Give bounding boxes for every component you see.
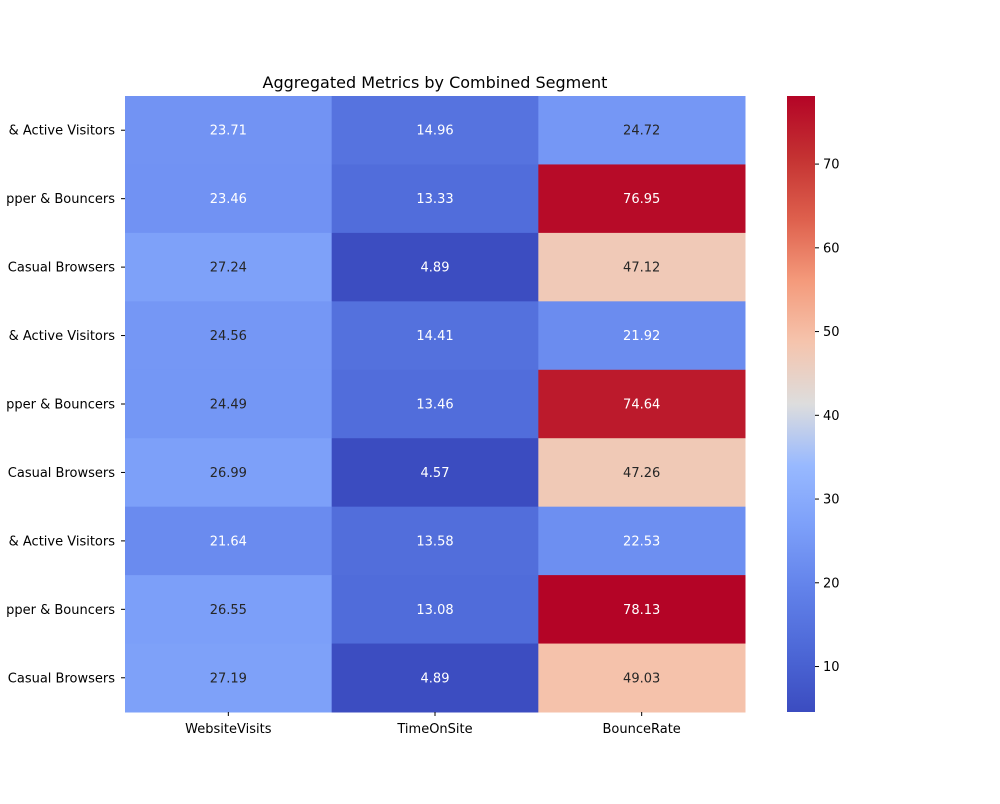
cell-value-label: 26.55 (210, 603, 247, 618)
colorbar-tick-label: 40 (823, 409, 840, 424)
colorbar-tick-label: 20 (823, 576, 840, 591)
cell-value-label: 13.08 (416, 603, 453, 618)
heatmap-cell (331, 643, 539, 713)
row-label: Casual Browsers (8, 466, 115, 481)
cell-value-label: 26.99 (210, 466, 247, 481)
heatmap-cell (125, 643, 333, 713)
heatmap-cell (125, 301, 333, 371)
chart-title: Aggregated Metrics by Combined Segment (263, 73, 608, 92)
heatmap-cell (331, 438, 539, 508)
heatmap-cell (125, 232, 333, 302)
row-label: pper & Bouncers (6, 398, 115, 413)
cell-value-label: 23.71 (210, 124, 247, 139)
cell-value-label: 4.57 (421, 466, 450, 481)
heatmap-cell (125, 96, 333, 165)
cell-value-label: 21.92 (623, 329, 660, 344)
heatmap-cell (538, 643, 746, 713)
heatmap-cell (331, 232, 539, 302)
colorbar-gradient (787, 96, 815, 712)
cell-value-label: 24.72 (623, 124, 660, 139)
heatmap-cell (125, 369, 333, 439)
cell-value-label: 21.64 (210, 534, 247, 549)
cell-value-label: 24.56 (210, 329, 247, 344)
colorbar-tick-label: 10 (823, 660, 840, 675)
heatmap-cell (538, 506, 746, 576)
heatmap-cell (331, 506, 539, 576)
column-label: WebsiteVisits (185, 722, 272, 737)
row-label: & Active Visitors (9, 124, 116, 139)
cell-value-label: 78.13 (623, 603, 660, 618)
heatmap-cell (331, 575, 539, 645)
cell-value-label: 13.46 (416, 398, 453, 413)
cell-value-label: 23.46 (210, 192, 247, 207)
row-labels: & Active Visitors pper & Bouncers Casual B… (6, 124, 125, 686)
cell-value-label: 14.96 (416, 124, 453, 139)
cell-value-label: 4.89 (421, 261, 450, 276)
cell-value-label: 22.53 (623, 534, 660, 549)
cell-value-label: 49.03 (623, 671, 660, 686)
heatmap-cell (331, 164, 539, 234)
row-label: pper & Bouncers (6, 603, 115, 618)
row-label: & Active Visitors (9, 329, 116, 344)
cell-value-label: 47.26 (623, 466, 660, 481)
colorbar: 10 20 30 40 50 60 70 (787, 96, 840, 712)
column-label: BounceRate (603, 722, 681, 737)
column-label: TimeOnSite (396, 722, 472, 737)
heatmap-cell (125, 575, 333, 645)
cell-value-label: 14.41 (416, 329, 453, 344)
row-label: Casual Browsers (8, 261, 115, 276)
cell-value-label: 13.58 (416, 534, 453, 549)
heatmap-cell (538, 232, 746, 302)
heatmap-cells: 23.71 14.96 24.72 23.46 13.33 76.95 27.24 4.89 4… (125, 96, 746, 713)
heatmap-cell (538, 575, 746, 645)
cell-value-label: 13.33 (416, 192, 453, 207)
colorbar-tick-label: 50 (823, 325, 840, 340)
cell-value-label: 74.64 (623, 398, 660, 413)
cell-value-label: 47.12 (623, 261, 660, 276)
heatmap-cell (125, 438, 333, 508)
row-label: & Active Visitors (9, 534, 116, 549)
cell-value-label: 27.24 (210, 261, 247, 276)
heatmap-cell (331, 96, 539, 165)
cell-value-label: 76.95 (623, 192, 660, 207)
heatmap-cell (538, 438, 746, 508)
heatmap-cell (331, 369, 539, 439)
column-labels: WebsiteVisits TimeOnSite BounceRate (185, 712, 681, 737)
heatmap-cell (538, 301, 746, 371)
row-label: pper & Bouncers (6, 192, 115, 207)
colorbar-tick-label: 30 (823, 493, 840, 508)
colorbar-tick-label: 60 (823, 241, 840, 256)
heatmap-cell (538, 369, 746, 439)
cell-value-label: 24.49 (210, 398, 247, 413)
heatmap-cell (331, 301, 539, 371)
heatmap-cell (125, 506, 333, 576)
heatmap-cell (538, 164, 746, 234)
colorbar-tick-label: 70 (823, 158, 840, 173)
cell-value-label: 27.19 (210, 671, 247, 686)
heatmap-cell (538, 96, 746, 165)
cell-value-label: 4.89 (421, 671, 450, 686)
row-label: Casual Browsers (8, 671, 115, 686)
heatmap-cell (125, 164, 333, 234)
